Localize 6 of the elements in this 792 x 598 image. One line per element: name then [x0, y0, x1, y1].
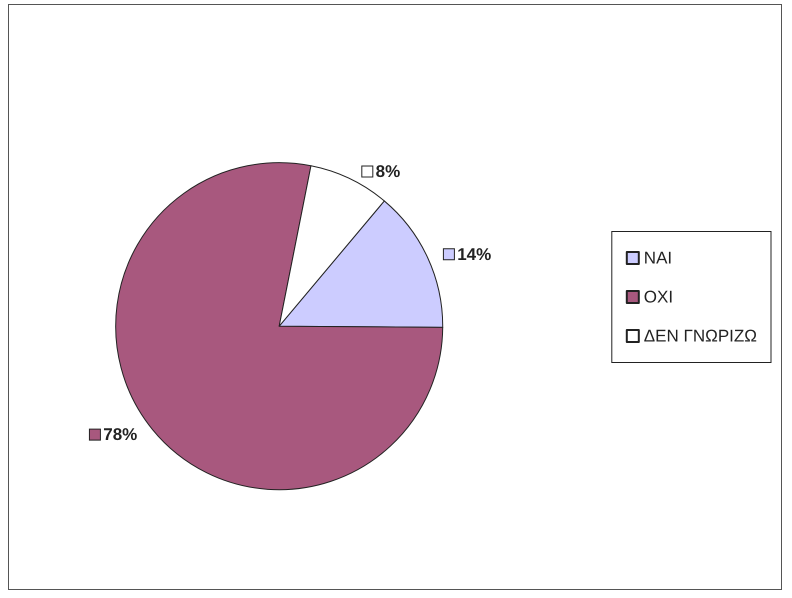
legend-label: ΔΕΝ ΓΝΩΡΙΖΩ	[644, 326, 758, 346]
data-label: 8%	[376, 162, 400, 182]
data-label: 14%	[457, 244, 492, 264]
data-label: 78%	[103, 425, 138, 444]
legend-label: ΟΧΙ	[644, 288, 674, 306]
legend-label: ΝΑΙ	[644, 248, 672, 268]
